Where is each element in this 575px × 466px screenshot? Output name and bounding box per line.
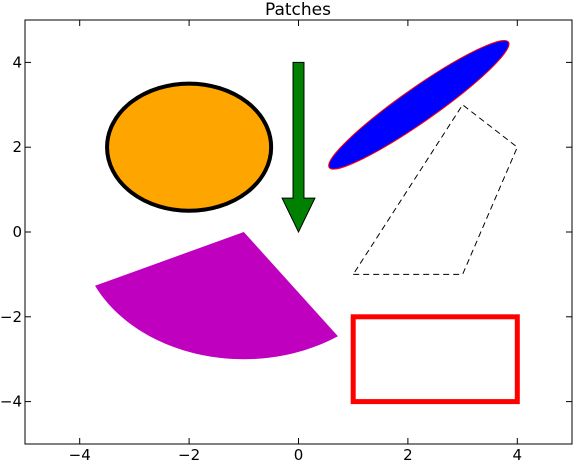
y-tick-label: 4 bbox=[12, 53, 22, 71]
arrow-green bbox=[281, 61, 316, 234]
patch-layer bbox=[95, 40, 520, 405]
y-tick-label: −4 bbox=[0, 393, 22, 411]
x-tick-label: 0 bbox=[294, 446, 304, 462]
tick-layer: −4 −2 0 2 4 −4 −2 0 2 4 bbox=[0, 20, 572, 464]
y-tick-label: 2 bbox=[12, 138, 22, 156]
x-tick-label: −2 bbox=[178, 446, 200, 462]
x-tick-label: 2 bbox=[403, 446, 413, 462]
chart-title: Patches bbox=[265, 0, 331, 20]
ellipse-orange bbox=[105, 81, 274, 213]
polygon-dashed bbox=[352, 104, 518, 275]
x-tick-label: −4 bbox=[69, 446, 91, 462]
ellipse-blue bbox=[328, 40, 510, 170]
x-tick-label: 4 bbox=[513, 446, 523, 462]
y-tick-label: 0 bbox=[12, 223, 22, 241]
rectangle-red bbox=[350, 314, 520, 405]
y-tick-label: −2 bbox=[0, 308, 22, 326]
wedge-magenta bbox=[95, 232, 338, 360]
